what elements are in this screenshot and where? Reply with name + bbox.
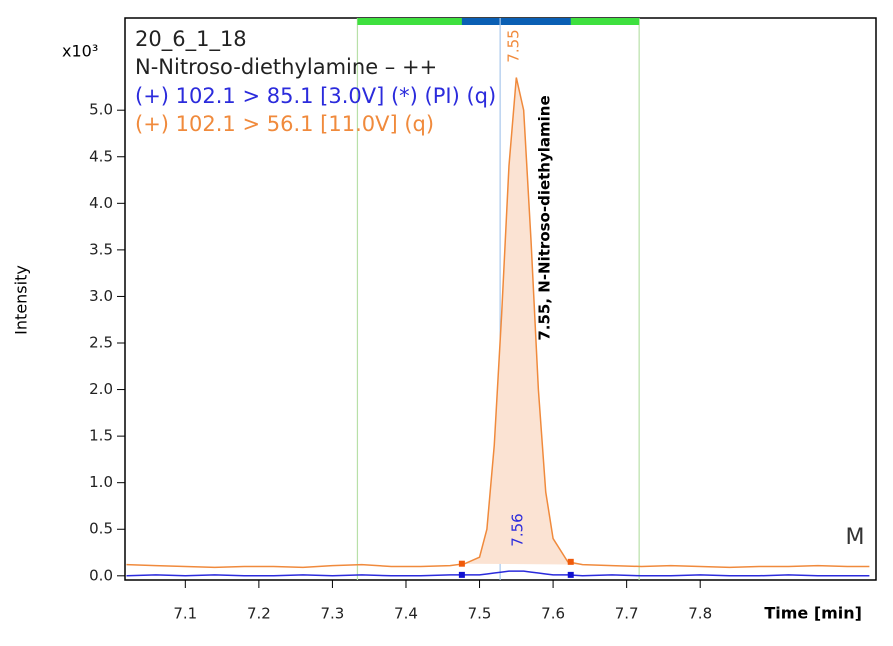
x-tick-label: 7.4 bbox=[394, 605, 418, 623]
legend-entry: (+) 102.1 > 56.1 [11.0V] (q) bbox=[135, 112, 434, 136]
y-axis-label: Intensity bbox=[12, 265, 31, 335]
y-tick-label: 0.5 bbox=[89, 520, 113, 538]
x-tick-label: 7.5 bbox=[468, 605, 492, 623]
peak-boundary-marker bbox=[567, 571, 574, 578]
compound-name: N-Nitroso-diethylamine – ++ bbox=[135, 55, 437, 79]
y-tick-label: 2.5 bbox=[89, 334, 113, 352]
y-tick-label: 5.0 bbox=[89, 101, 113, 119]
y-tick-label: 3.5 bbox=[89, 240, 113, 258]
peak-area bbox=[464, 77, 583, 565]
y-tick-label: 3.0 bbox=[89, 287, 113, 305]
y-tick-label: 1.0 bbox=[89, 473, 113, 491]
y-tick-label: 4.5 bbox=[89, 147, 113, 165]
marker-text: M bbox=[846, 525, 865, 550]
y-tick-label: 2.0 bbox=[89, 380, 113, 398]
x-tick-label: 7.8 bbox=[688, 605, 712, 623]
x-tick-label: 7.2 bbox=[247, 605, 271, 623]
trace-line bbox=[126, 77, 870, 569]
y-tick-label: 0.0 bbox=[89, 566, 113, 584]
sample-name: 20_6_1_18 bbox=[135, 27, 247, 52]
trace-line bbox=[126, 570, 870, 577]
peak-label: 7.56 bbox=[509, 513, 527, 546]
peak-boundary-marker bbox=[458, 571, 465, 578]
y-tick-label: 4.0 bbox=[89, 194, 113, 212]
x-tick-label: 7.1 bbox=[173, 605, 197, 623]
x-tick-label: 7.3 bbox=[320, 605, 344, 623]
peak-boundary-marker bbox=[458, 560, 465, 567]
peak-bar bbox=[461, 18, 571, 25]
x-tick-label: 7.6 bbox=[541, 605, 565, 623]
peak-boundary-marker bbox=[567, 558, 574, 565]
y-multiplier: x10³ bbox=[62, 42, 98, 61]
y-tick-label: 1.5 bbox=[89, 427, 113, 445]
x-tick-label: 7.7 bbox=[615, 605, 639, 623]
legend-entry: (+) 102.1 > 85.1 [3.0V] (*) (PI) (q) bbox=[135, 84, 496, 108]
peak-annotation: 7.55, N-Nitroso-diethylamine bbox=[536, 95, 554, 340]
x-axis-label: Time [min] bbox=[764, 604, 862, 623]
peak-label: 7.55 bbox=[505, 29, 523, 62]
